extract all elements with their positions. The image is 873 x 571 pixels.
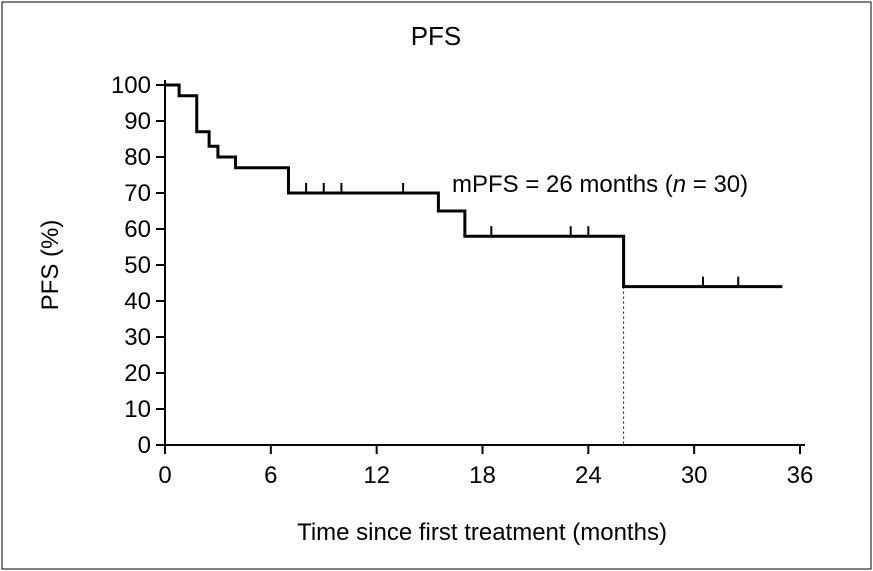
x-tick-label: 36 [787,462,814,489]
annotation-text: mPFS = 26 months (n = 30) [452,171,748,198]
y-tick-label: 100 [111,72,151,99]
chart-title: PFS [411,21,462,51]
y-tick-label: 80 [124,144,151,171]
x-tick-label: 30 [681,462,708,489]
y-tick-label: 40 [124,288,151,315]
y-tick-label: 10 [124,396,151,423]
y-tick-label: 50 [124,252,151,279]
x-tick-label: 6 [264,462,277,489]
x-tick-label: 24 [575,462,602,489]
x-axis-label: Time since first treatment (months) [297,519,667,546]
y-tick-label: 60 [124,216,151,243]
y-tick-label: 30 [124,324,151,351]
x-tick-label: 0 [158,462,171,489]
x-tick-label: 12 [363,462,390,489]
y-tick-label: 70 [124,180,151,207]
y-tick-label: 90 [124,108,151,135]
y-tick-label: 0 [138,432,151,459]
y-tick-label: 20 [124,360,151,387]
km-chart-svg: PFS PFS (%) Time since first treatment (… [0,0,873,571]
y-axis-label: PFS (%) [37,220,64,311]
axes-group: 0 10 20 30 40 50 60 70 80 90 100 0 6 12 18 24 30 36 [111,72,813,489]
km-chart-container: PFS PFS (%) Time since first treatment (… [0,0,873,571]
x-tick-label: 18 [469,462,496,489]
